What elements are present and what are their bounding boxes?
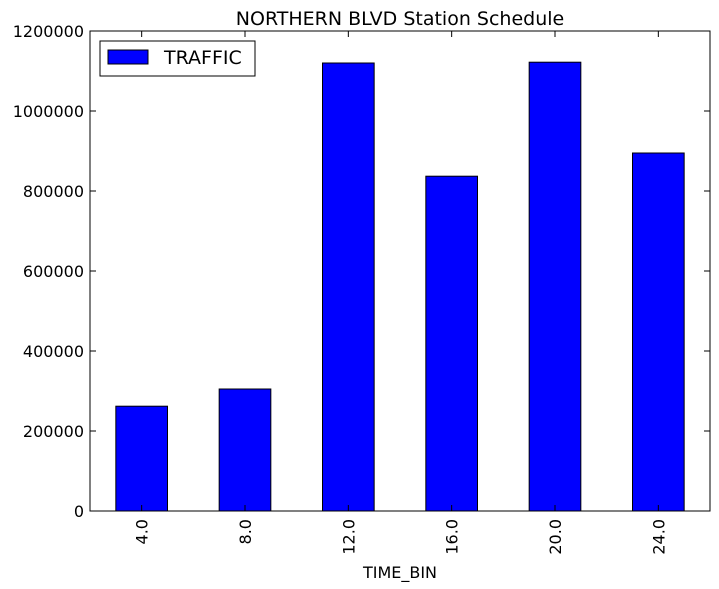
bar-4.0 bbox=[115, 405, 169, 512]
x-tick-label: 4.0 bbox=[133, 519, 152, 544]
bar-12.0 bbox=[322, 62, 375, 512]
x-tick-label: 8.0 bbox=[236, 519, 255, 544]
legend-swatch bbox=[107, 49, 149, 65]
y-tick-label: 800000 bbox=[23, 182, 84, 201]
y-axis: 0 200000 400000 600000 800000 1000000 1200000 bbox=[13, 22, 710, 521]
y-tick-label: 1200000 bbox=[13, 22, 84, 41]
legend: TRAFFIC bbox=[99, 40, 256, 77]
plot-frame bbox=[89, 30, 711, 512]
x-tick-label: 20.0 bbox=[546, 519, 565, 555]
x-axis: 4.0 8.0 12.0 16.0 20.0 24.0 bbox=[133, 31, 668, 555]
x-axis-label: TIME_BIN bbox=[362, 563, 437, 583]
bar-24.0 bbox=[632, 152, 685, 512]
bar-20.0 bbox=[528, 61, 582, 512]
x-tick-label: 16.0 bbox=[443, 519, 462, 555]
x-tick-label: 12.0 bbox=[339, 519, 358, 555]
y-tick-label: 200000 bbox=[23, 422, 84, 441]
y-tick-label: 0 bbox=[74, 502, 84, 521]
bar-8.0 bbox=[218, 388, 272, 512]
y-tick-label: 400000 bbox=[23, 342, 84, 361]
y-tick-label: 600000 bbox=[23, 262, 84, 281]
y-tick-label: 1000000 bbox=[13, 102, 84, 121]
legend-label: TRAFFIC bbox=[163, 47, 242, 69]
bar-16.0 bbox=[425, 175, 479, 512]
chart-title: NORTHERN BLVD Station Schedule bbox=[236, 8, 564, 30]
x-tick-label: 24.0 bbox=[649, 519, 668, 555]
bars-group bbox=[115, 61, 685, 512]
